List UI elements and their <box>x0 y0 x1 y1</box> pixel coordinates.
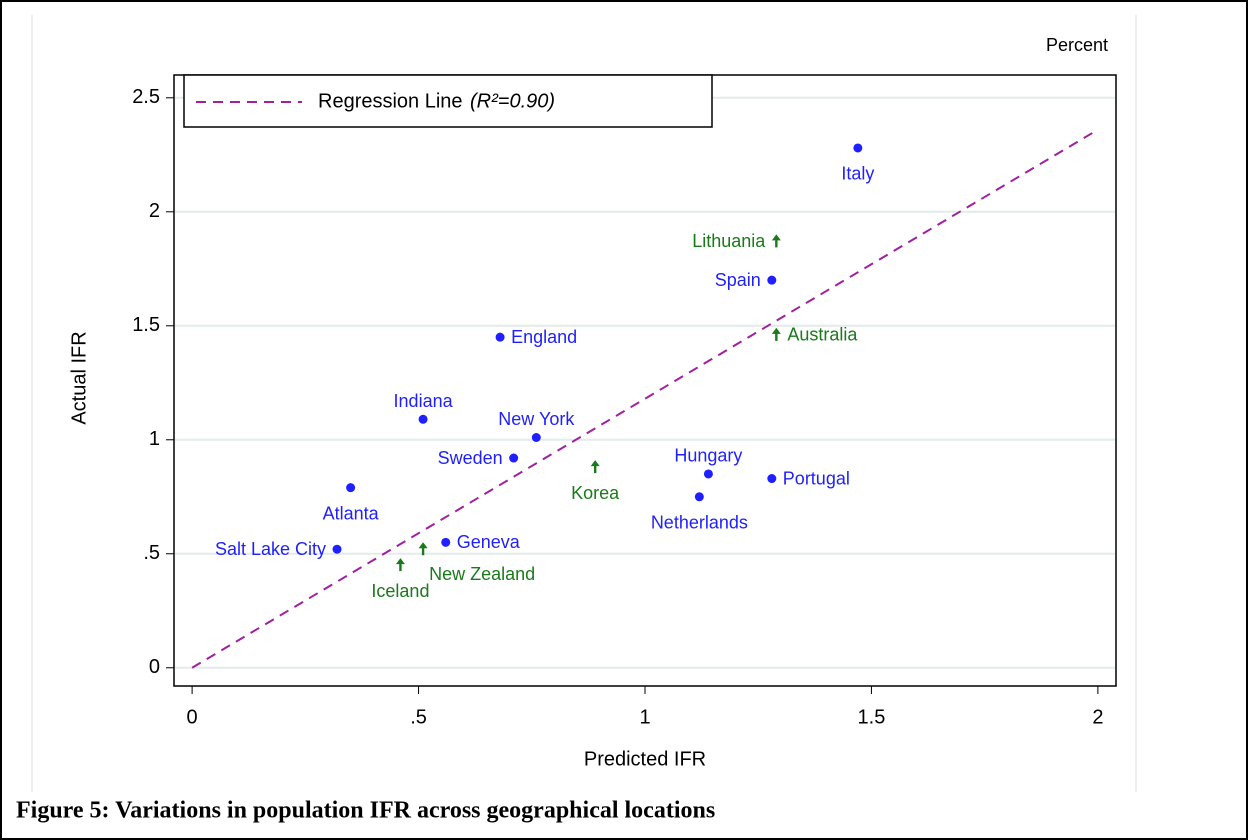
point <box>703 469 713 479</box>
regression-line <box>191 128 1099 669</box>
legend-label: Regression Line <box>318 90 463 112</box>
point-label: England <box>511 327 577 347</box>
point <box>853 143 863 153</box>
point-label: New York <box>498 409 575 429</box>
point-label: Sweden <box>438 448 503 468</box>
point <box>346 483 356 493</box>
point <box>495 332 505 342</box>
arrow-point <box>590 460 600 474</box>
point <box>767 275 777 285</box>
x-axis-title: Predicted IFR <box>584 748 706 770</box>
arrow-point <box>771 327 781 341</box>
arrow-point <box>395 558 405 572</box>
point-label: Italy <box>841 164 874 184</box>
point <box>694 492 704 502</box>
x-tick-label: 2 <box>1092 706 1103 728</box>
x-tick-label: 1.5 <box>858 706 886 728</box>
point-label: Atlanta <box>323 503 380 523</box>
legend-box <box>183 74 713 128</box>
point-label: Lithuania <box>692 231 766 251</box>
point-label: Geneva <box>457 532 521 552</box>
x-tick-label: 0 <box>187 706 198 728</box>
point-label: Salt Lake City <box>215 539 326 559</box>
point <box>531 432 541 442</box>
point-label: Korea <box>571 483 620 503</box>
arrow-point <box>418 542 428 556</box>
y-tick-label: 1 <box>149 428 160 450</box>
point-label: Iceland <box>371 581 429 601</box>
y-tick-label: 0 <box>149 656 160 678</box>
point <box>418 414 428 424</box>
point-label: Australia <box>787 325 858 345</box>
y-axis-title: Actual IFR <box>68 331 90 424</box>
point-label: Hungary <box>674 446 742 466</box>
caption: Figure 5: Variations in population IFR a… <box>16 798 715 824</box>
point-label: Spain <box>715 270 761 290</box>
point <box>509 453 519 463</box>
point <box>767 474 777 484</box>
y-tick-label: 1.5 <box>132 314 160 336</box>
point-label: Portugal <box>783 468 850 488</box>
y-tick-label: 2.5 <box>132 86 160 108</box>
legend-annotation: (R²=0.90) <box>470 90 555 112</box>
point <box>332 544 342 554</box>
point-label: Netherlands <box>651 513 748 533</box>
x-tick-label: .5 <box>410 706 427 728</box>
point-label: Indiana <box>394 391 454 411</box>
legend: Regression Line (R²=0.90) <box>183 74 713 128</box>
unit-label: Percent <box>1046 35 1108 55</box>
arrow-point <box>771 234 781 248</box>
point-label: New Zealand <box>429 564 535 584</box>
x-tick-label: 1 <box>639 706 650 728</box>
y-tick-label: 2 <box>149 200 160 222</box>
y-tick-label: .5 <box>143 542 160 564</box>
point <box>441 537 451 547</box>
